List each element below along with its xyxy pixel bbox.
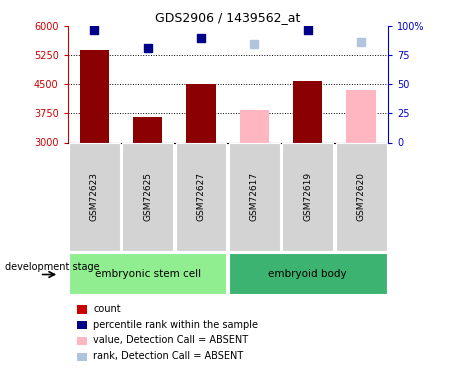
Bar	[240, 110, 269, 142]
Bar	[346, 90, 376, 142]
Text: percentile rank within the sample: percentile rank within the sample	[93, 320, 258, 330]
Bar	[186, 84, 216, 142]
Text: GSM72623: GSM72623	[90, 172, 99, 221]
Point	[144, 45, 152, 51]
Bar	[133, 117, 162, 142]
Text: value, Detection Call = ABSENT: value, Detection Call = ABSENT	[93, 336, 249, 345]
Text: GSM72627: GSM72627	[197, 172, 206, 221]
Point	[358, 39, 365, 45]
Text: GSM72617: GSM72617	[250, 172, 259, 221]
Point	[251, 41, 258, 47]
Bar	[80, 50, 109, 142]
Point	[198, 35, 205, 41]
Title: GDS2906 / 1439562_at: GDS2906 / 1439562_at	[155, 11, 300, 24]
Text: GSM72625: GSM72625	[143, 172, 152, 221]
Text: embryonic stem cell: embryonic stem cell	[95, 269, 201, 279]
Bar	[293, 81, 322, 142]
Text: GSM72620: GSM72620	[357, 172, 366, 221]
Text: GSM72619: GSM72619	[304, 172, 312, 221]
Point	[304, 27, 312, 33]
Text: count: count	[93, 304, 121, 314]
Text: development stage: development stage	[5, 262, 99, 272]
Point	[91, 27, 98, 33]
Text: embryoid body: embryoid body	[268, 269, 347, 279]
Text: rank, Detection Call = ABSENT: rank, Detection Call = ABSENT	[93, 351, 244, 361]
